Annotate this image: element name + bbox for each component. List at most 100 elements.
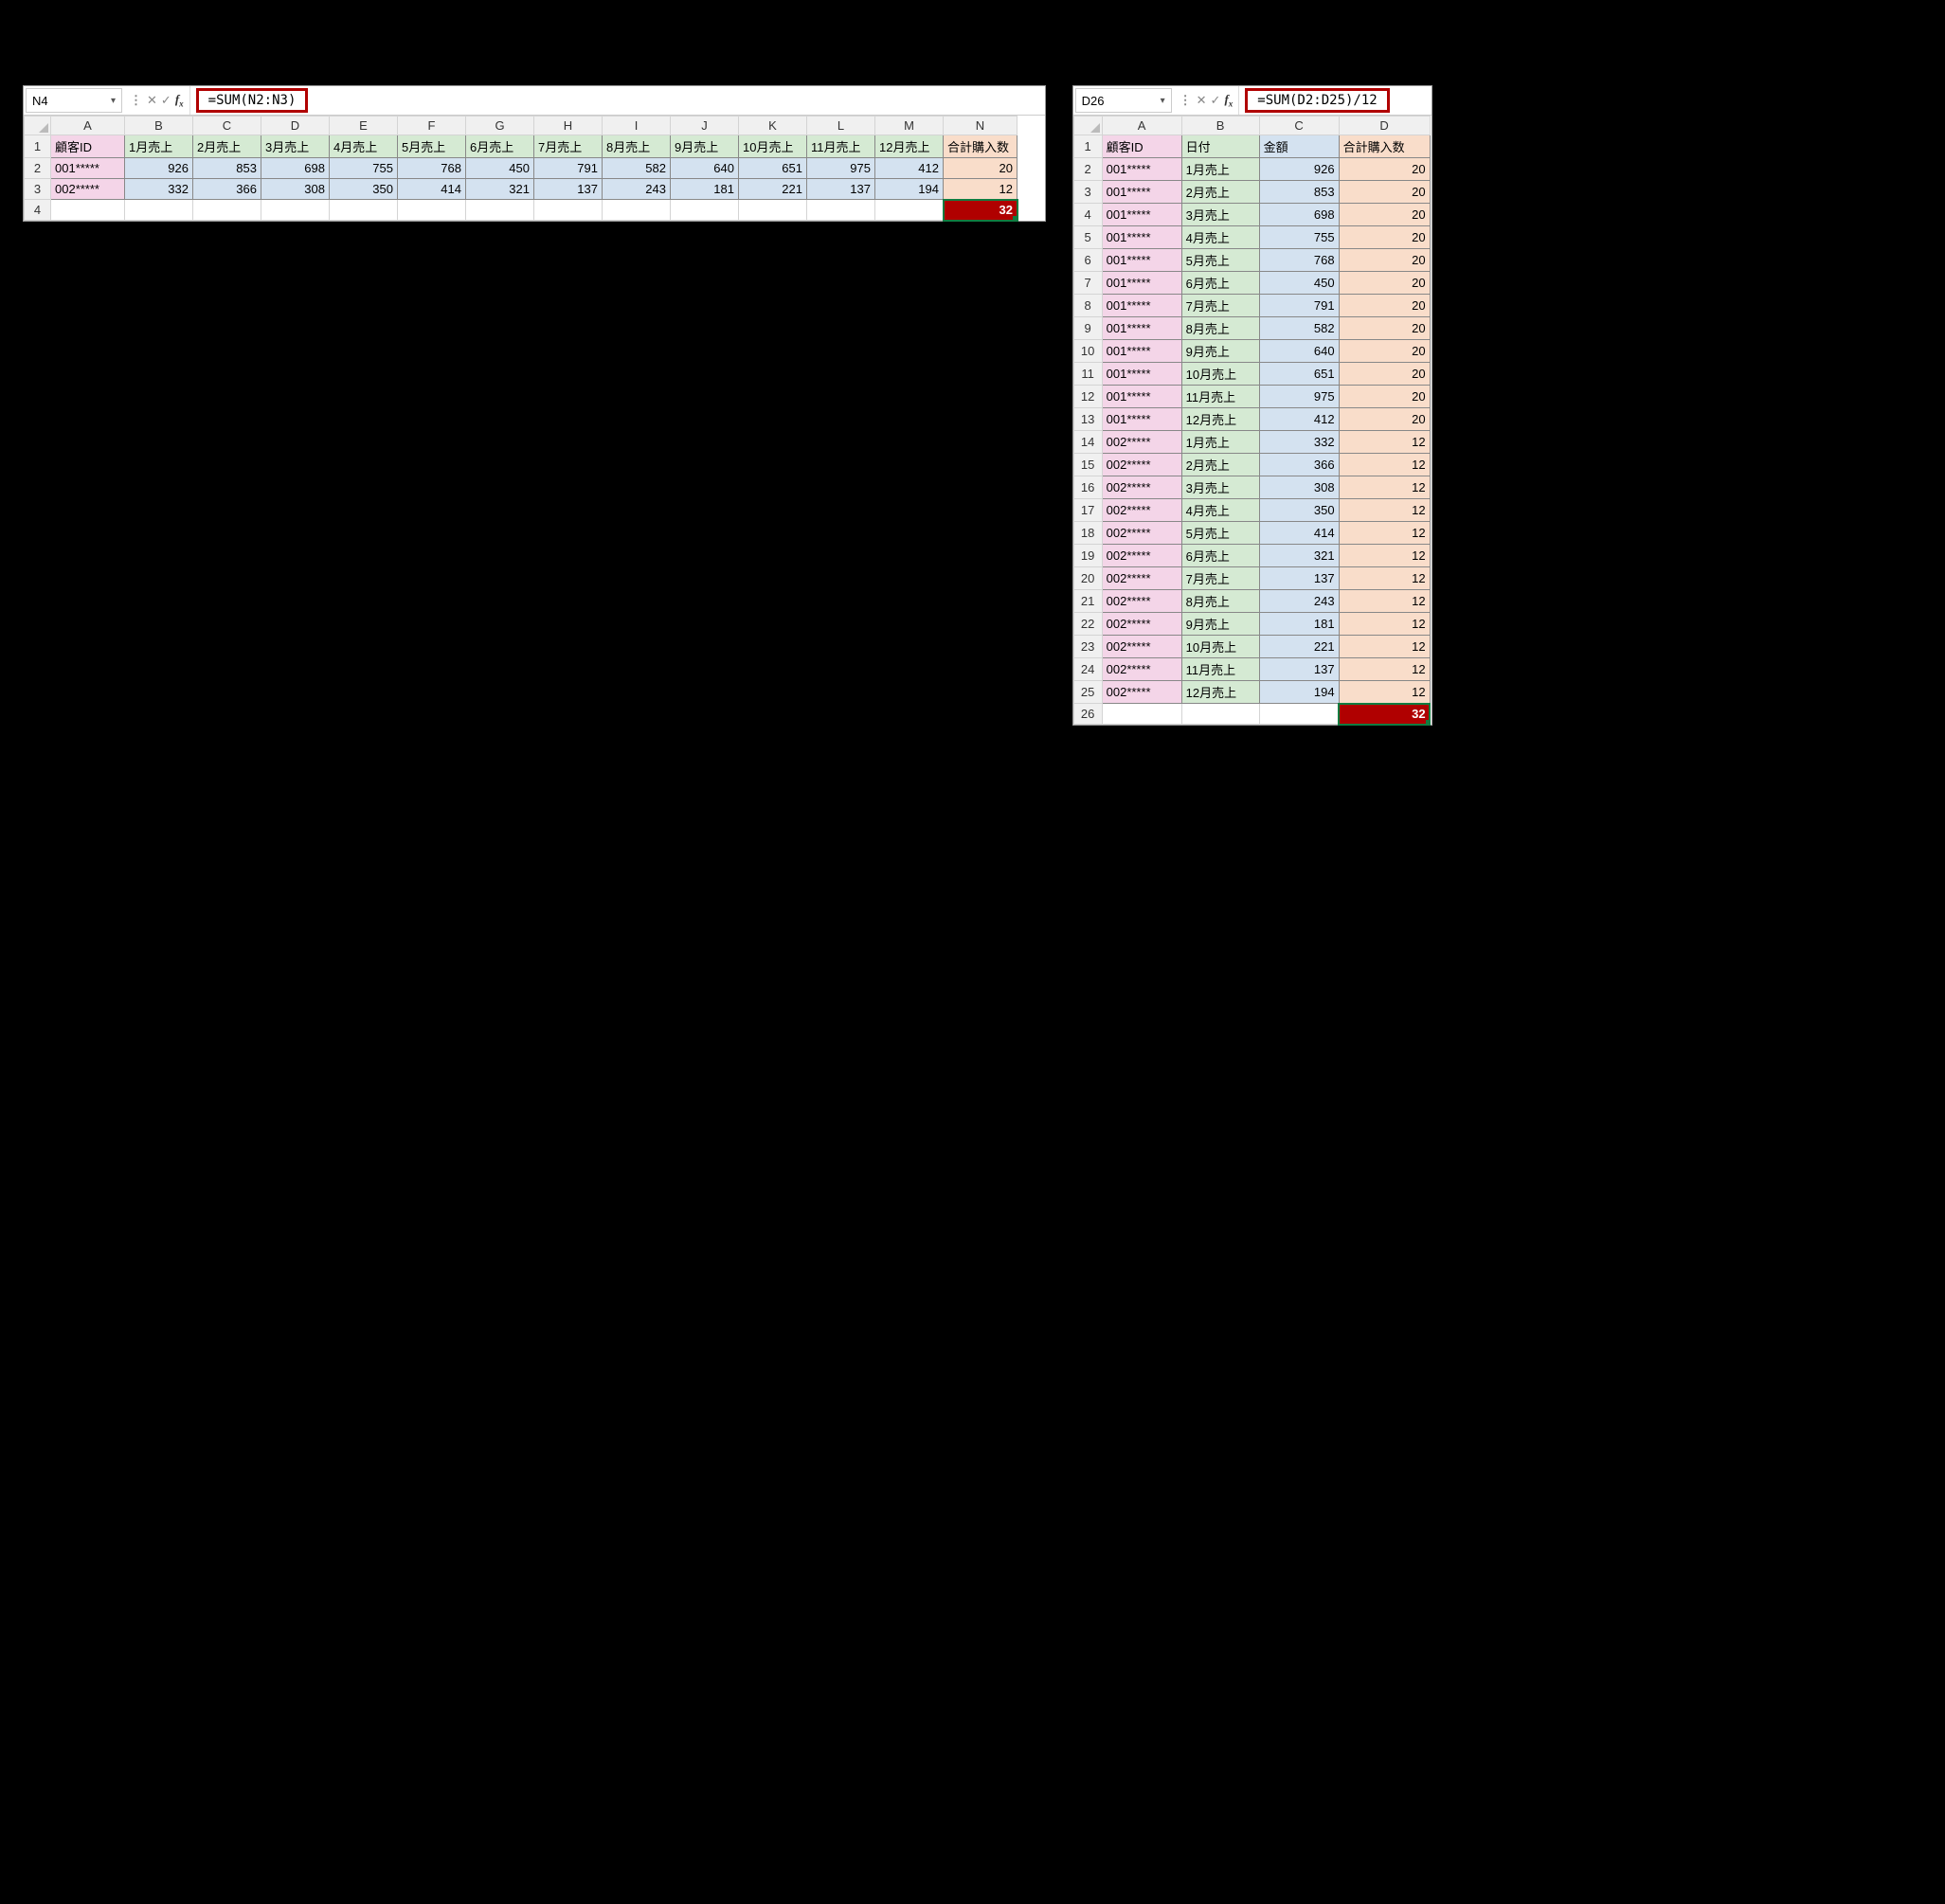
col-header[interactable]: F [398, 117, 466, 135]
row-header[interactable]: 4 [1073, 204, 1102, 226]
col-header[interactable]: I [603, 117, 671, 135]
row-header[interactable]: 11 [1073, 363, 1102, 386]
col-header[interactable]: E [330, 117, 398, 135]
col-header[interactable]: L [807, 117, 875, 135]
value-cell[interactable]: 137 [807, 179, 875, 200]
fx-icon[interactable]: fx [1224, 92, 1233, 109]
amount-cell[interactable]: 350 [1259, 499, 1339, 522]
total-cell[interactable]: 12 [1339, 545, 1430, 567]
formula-input[interactable]: =SUM(D2:D25)/12 [1239, 86, 1431, 115]
id-cell[interactable]: 001***** [1102, 408, 1181, 431]
total-cell[interactable]: 12 [1339, 522, 1430, 545]
name-box[interactable]: D26 ▾ [1075, 88, 1172, 113]
header-cell[interactable]: 金額 [1259, 135, 1339, 158]
amount-cell[interactable]: 321 [1259, 545, 1339, 567]
header-cell[interactable]: 3月売上 [261, 135, 330, 158]
name-box[interactable]: N4 ▾ [26, 88, 122, 113]
date-cell[interactable]: 7月売上 [1181, 567, 1259, 590]
date-cell[interactable]: 10月売上 [1181, 363, 1259, 386]
amount-cell[interactable]: 243 [1259, 590, 1339, 613]
row-header[interactable]: 24 [1073, 658, 1102, 681]
result-cell[interactable]: 32 [1339, 704, 1430, 725]
row-header[interactable]: 6 [1073, 249, 1102, 272]
header-cell[interactable]: 4月売上 [330, 135, 398, 158]
date-cell[interactable]: 1月売上 [1181, 158, 1259, 181]
col-header[interactable]: M [875, 117, 944, 135]
empty-cell[interactable] [534, 200, 603, 221]
header-cell[interactable]: 9月売上 [671, 135, 739, 158]
total-cell[interactable]: 20 [1339, 158, 1430, 181]
value-cell[interactable]: 332 [125, 179, 193, 200]
row-header[interactable]: 2 [25, 158, 51, 179]
amount-cell[interactable]: 412 [1259, 408, 1339, 431]
row-header[interactable]: 7 [1073, 272, 1102, 295]
amount-cell[interactable]: 414 [1259, 522, 1339, 545]
empty-cell[interactable] [466, 200, 534, 221]
id-cell[interactable]: 002***** [1102, 454, 1181, 476]
id-cell[interactable]: 002***** [1102, 636, 1181, 658]
date-cell[interactable]: 8月売上 [1181, 317, 1259, 340]
total-cell[interactable]: 12 [1339, 431, 1430, 454]
id-cell[interactable]: 001***** [1102, 249, 1181, 272]
total-cell[interactable]: 20 [1339, 181, 1430, 204]
amount-cell[interactable]: 332 [1259, 431, 1339, 454]
row-header[interactable]: 14 [1073, 431, 1102, 454]
total-cell[interactable]: 12 [1339, 613, 1430, 636]
row-header[interactable]: 13 [1073, 408, 1102, 431]
col-header[interactable]: D [261, 117, 330, 135]
total-cell[interactable]: 20 [1339, 317, 1430, 340]
value-cell[interactable]: 651 [739, 158, 807, 179]
row-header[interactable]: 18 [1073, 522, 1102, 545]
row-header[interactable]: 2 [1073, 158, 1102, 181]
total-cell[interactable]: 12 [1339, 636, 1430, 658]
id-cell[interactable]: 001***** [1102, 340, 1181, 363]
value-cell[interactable]: 350 [330, 179, 398, 200]
row-header[interactable]: 3 [25, 179, 51, 200]
row-header[interactable]: 12 [1073, 386, 1102, 408]
header-cell[interactable]: 11月売上 [807, 135, 875, 158]
total-cell[interactable]: 20 [1339, 340, 1430, 363]
row-header[interactable]: 8 [1073, 295, 1102, 317]
row-header[interactable]: 3 [1073, 181, 1102, 204]
amount-cell[interactable]: 640 [1259, 340, 1339, 363]
header-cell[interactable]: 合計購入数 [1339, 135, 1430, 158]
total-cell[interactable]: 20 [1339, 249, 1430, 272]
value-cell[interactable]: 450 [466, 158, 534, 179]
select-all-corner[interactable] [1073, 117, 1102, 135]
empty-cell[interactable] [1259, 704, 1339, 725]
empty-cell[interactable] [261, 200, 330, 221]
date-cell[interactable]: 9月売上 [1181, 613, 1259, 636]
header-cell[interactable]: 顧客ID [1102, 135, 1181, 158]
amount-cell[interactable]: 194 [1259, 681, 1339, 704]
row-header[interactable]: 22 [1073, 613, 1102, 636]
formula-input[interactable]: =SUM(N2:N3) [190, 86, 1045, 115]
date-cell[interactable]: 1月売上 [1181, 431, 1259, 454]
empty-cell[interactable] [875, 200, 944, 221]
value-cell[interactable]: 181 [671, 179, 739, 200]
id-cell[interactable]: 001***** [1102, 317, 1181, 340]
value-cell[interactable]: 768 [398, 158, 466, 179]
id-cell[interactable]: 002***** [1102, 567, 1181, 590]
empty-cell[interactable] [398, 200, 466, 221]
row-header[interactable]: 5 [1073, 226, 1102, 249]
col-header[interactable]: A [51, 117, 125, 135]
id-cell[interactable]: 002***** [51, 179, 125, 200]
total-cell[interactable]: 20 [1339, 295, 1430, 317]
empty-cell[interactable] [671, 200, 739, 221]
select-all-corner[interactable] [25, 117, 51, 135]
empty-cell[interactable] [125, 200, 193, 221]
row-header[interactable]: 9 [1073, 317, 1102, 340]
header-cell[interactable]: 10月売上 [739, 135, 807, 158]
date-cell[interactable]: 5月売上 [1181, 249, 1259, 272]
date-cell[interactable]: 8月売上 [1181, 590, 1259, 613]
amount-cell[interactable]: 450 [1259, 272, 1339, 295]
value-cell[interactable]: 791 [534, 158, 603, 179]
row-header[interactable]: 1 [25, 135, 51, 158]
value-cell[interactable]: 194 [875, 179, 944, 200]
col-header[interactable]: B [1181, 117, 1259, 135]
amount-cell[interactable]: 926 [1259, 158, 1339, 181]
total-cell[interactable]: 20 [1339, 226, 1430, 249]
id-cell[interactable]: 001***** [1102, 386, 1181, 408]
date-cell[interactable]: 11月売上 [1181, 658, 1259, 681]
total-cell[interactable]: 12 [1339, 476, 1430, 499]
